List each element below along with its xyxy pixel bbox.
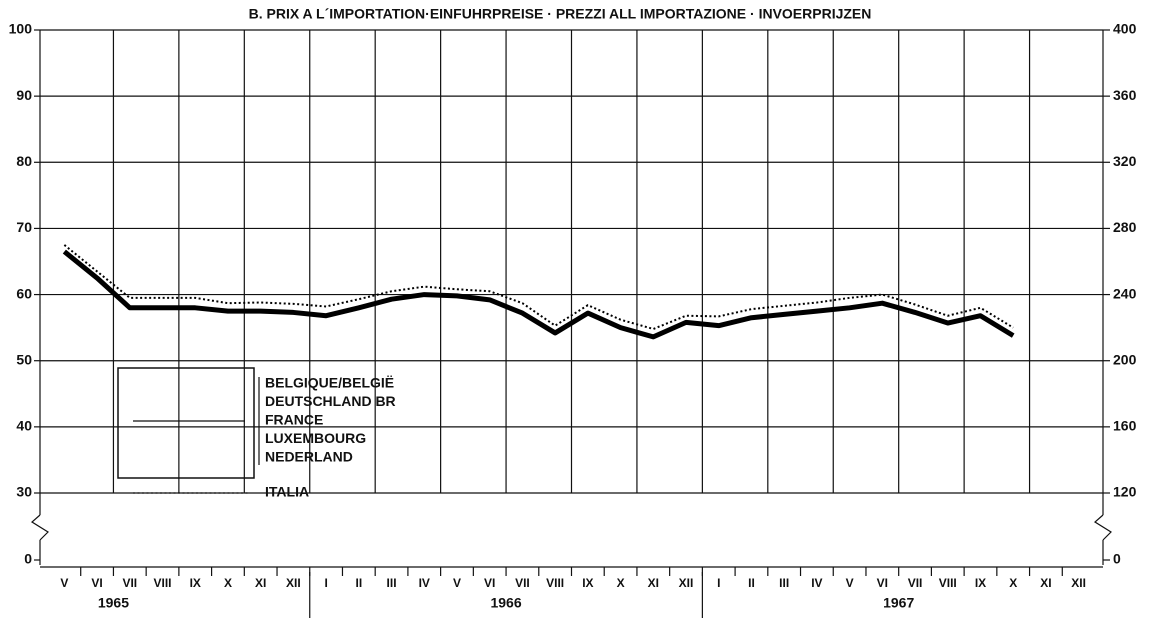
y2-tick-label: 280	[1113, 219, 1137, 235]
x-tick-label: VII	[515, 576, 530, 590]
x-tick-label: XI	[1040, 576, 1051, 590]
y-tick-label: 30	[16, 484, 32, 500]
x-tick-label: IX	[190, 576, 201, 590]
legend-label: FRANCE	[265, 412, 323, 428]
chart-title: B. PRIX A L´IMPORTATION·EINFUHRPREISE · …	[249, 6, 872, 22]
x-tick-label: IX	[975, 576, 986, 590]
x-tick-label: V	[846, 576, 854, 590]
y-tick-label: 50	[16, 351, 32, 367]
y-tick-label: 80	[16, 153, 32, 169]
axis-break	[1093, 514, 1112, 541]
y2-tick-label: 120	[1113, 484, 1137, 500]
x-tick-label: XII	[286, 576, 301, 590]
data-line	[63, 244, 1014, 330]
y-tick-label: 100	[9, 21, 33, 37]
x-tick-label: II	[355, 576, 362, 590]
x-tick-label: IV	[811, 576, 822, 590]
x-tick-label: V	[60, 576, 68, 590]
x-tick-label: XI	[648, 576, 659, 590]
year-label: 1967	[883, 595, 914, 611]
y2-tick-label: 360	[1113, 87, 1137, 103]
data-line	[62, 249, 1015, 340]
y-tick-label: 0	[24, 551, 32, 567]
x-tick-label: VIII	[154, 576, 172, 590]
y-tick-label: 90	[16, 87, 32, 103]
year-label: 1966	[490, 595, 521, 611]
x-tick-label: X	[224, 576, 232, 590]
x-tick-label: VI	[877, 576, 888, 590]
axis-break	[30, 514, 49, 541]
x-tick-label: VIII	[939, 576, 957, 590]
legend-box	[117, 367, 255, 479]
x-tick-label: X	[617, 576, 625, 590]
x-tick-label: II	[748, 576, 755, 590]
legend-label: DEUTSCHLAND BR	[265, 393, 396, 409]
y2-tick-label: 320	[1113, 153, 1137, 169]
x-tick-label: VI	[484, 576, 495, 590]
x-tick-label: IV	[419, 576, 430, 590]
y2-tick-label: 200	[1113, 351, 1137, 367]
y2-tick-label: 400	[1113, 21, 1137, 37]
x-tick-label: III	[387, 576, 397, 590]
y-tick-label: 40	[16, 418, 32, 434]
x-tick-label: IX	[582, 576, 593, 590]
y2-tick-label: 240	[1113, 285, 1137, 301]
x-tick-label: XII	[1071, 576, 1086, 590]
year-label: 1965	[98, 595, 129, 611]
legend-label: ITALIA	[265, 484, 309, 500]
y-tick-label: 60	[16, 285, 32, 301]
x-tick-label: V	[453, 576, 461, 590]
y2-tick-label: 0	[1113, 551, 1121, 567]
x-tick-label: I	[717, 576, 720, 590]
legend-label: LUXEMBOURG	[265, 430, 366, 446]
x-tick-label: III	[779, 576, 789, 590]
legend-label: BELGIQUE/BELGIË	[265, 375, 394, 391]
x-tick-label: VI	[91, 576, 102, 590]
y-tick-label: 70	[16, 219, 32, 235]
x-tick-label: XII	[679, 576, 694, 590]
x-tick-label: VIII	[546, 576, 564, 590]
x-tick-label: X	[1009, 576, 1017, 590]
x-tick-label: XI	[255, 576, 266, 590]
x-tick-label: VII	[122, 576, 137, 590]
legend-label: NEDERLAND	[265, 449, 353, 465]
x-tick-label: I	[324, 576, 327, 590]
x-tick-label: VII	[908, 576, 923, 590]
y2-tick-label: 160	[1113, 418, 1137, 434]
